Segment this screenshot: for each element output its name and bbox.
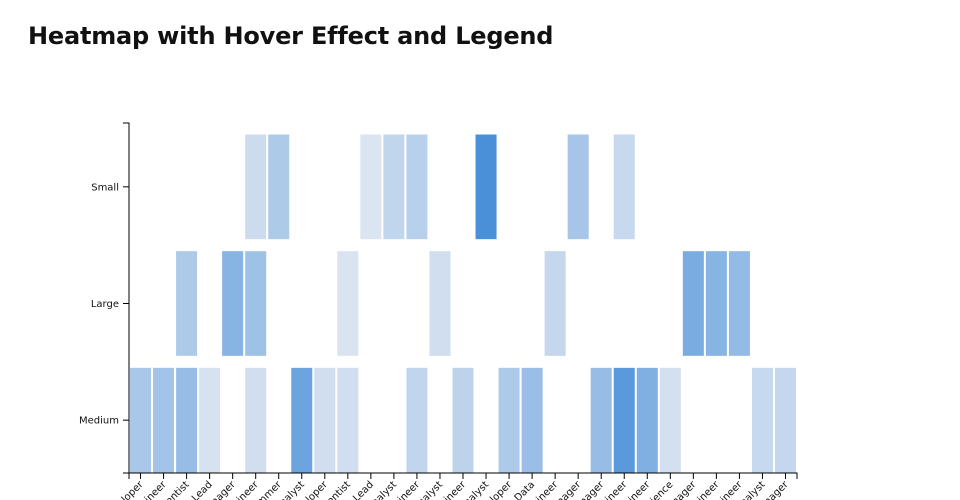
heatmap-cell[interactable] [635, 366, 659, 474]
heatmap-cell[interactable] [727, 250, 751, 357]
x-tick-label: nager [578, 479, 607, 500]
y-axis: Small Large Medium [79, 122, 130, 474]
heatmap-cell[interactable] [474, 133, 498, 241]
heatmap-cell[interactable] [290, 366, 314, 474]
x-tick-label: entist [325, 479, 353, 500]
y-tick-label: Medium [79, 416, 119, 427]
x-tick-label: nager [762, 479, 791, 500]
x-tick-label: nalyst [462, 479, 491, 500]
heatmap-cell[interactable] [359, 133, 383, 241]
heatmap-cell[interactable] [497, 366, 521, 474]
heatmap-cell[interactable] [405, 366, 429, 474]
heatmap-cell[interactable] [267, 133, 291, 241]
x-tick-label: Lead [190, 479, 215, 500]
heatmap-cell[interactable] [520, 366, 544, 474]
heatmap-cell[interactable] [612, 133, 636, 241]
heatmap-cell[interactable] [244, 133, 268, 241]
heatmap-cell[interactable] [129, 366, 153, 474]
heatmap-cells [129, 133, 797, 474]
x-tick-label: Lead [351, 479, 376, 500]
heatmap-cell[interactable] [566, 133, 590, 241]
heatmap-cell[interactable] [175, 366, 199, 474]
heatmap-cell[interactable] [336, 366, 360, 474]
heatmap-cell[interactable] [244, 250, 268, 357]
x-tick-label: nalyst [738, 479, 767, 500]
x-tick-label: nalyst [416, 479, 445, 500]
heatmap-cell[interactable] [428, 250, 452, 357]
x-tick-label: nalyst [370, 479, 399, 500]
heatmap-cell[interactable] [405, 133, 429, 241]
x-tick-label: nager [555, 479, 584, 500]
heatmap-cell[interactable] [543, 250, 567, 357]
heatmap-cell[interactable] [658, 366, 682, 474]
x-tick-label: nalyst [278, 479, 307, 500]
heatmap-cell[interactable] [336, 250, 360, 357]
heatmap-cell[interactable] [313, 366, 337, 474]
x-tick-label: Data [513, 479, 538, 500]
heatmap-cell[interactable] [681, 250, 705, 357]
x-tick-label: eloper [115, 479, 146, 500]
heatmap-cell[interactable] [221, 250, 245, 357]
heatmap-cell[interactable] [175, 250, 199, 357]
heatmap-cell[interactable] [152, 366, 176, 474]
heatmap-cell[interactable] [612, 366, 636, 474]
x-tick-label: nager [209, 479, 238, 500]
y-tick-label: Large [91, 299, 119, 310]
y-axis-line [123, 122, 130, 474]
x-tick-label: nager [670, 479, 699, 500]
chart-title: Heatmap with Hover Effect and Legend [28, 22, 554, 50]
y-tick-label: Small [91, 182, 119, 193]
heatmap-cell[interactable] [451, 366, 475, 474]
x-tick-label: entist [164, 479, 192, 500]
heatmap-cell[interactable] [589, 366, 613, 474]
x-axis: elopergineerentistLeadnagergineerammerna… [115, 472, 798, 500]
heatmap-cell[interactable] [750, 366, 774, 474]
heatmap-cell[interactable] [244, 366, 268, 474]
heatmap-cell[interactable] [704, 250, 728, 357]
heatmap-cell[interactable] [773, 366, 797, 474]
heatmap-cell[interactable] [198, 366, 222, 474]
heatmap-cell[interactable] [382, 133, 406, 241]
